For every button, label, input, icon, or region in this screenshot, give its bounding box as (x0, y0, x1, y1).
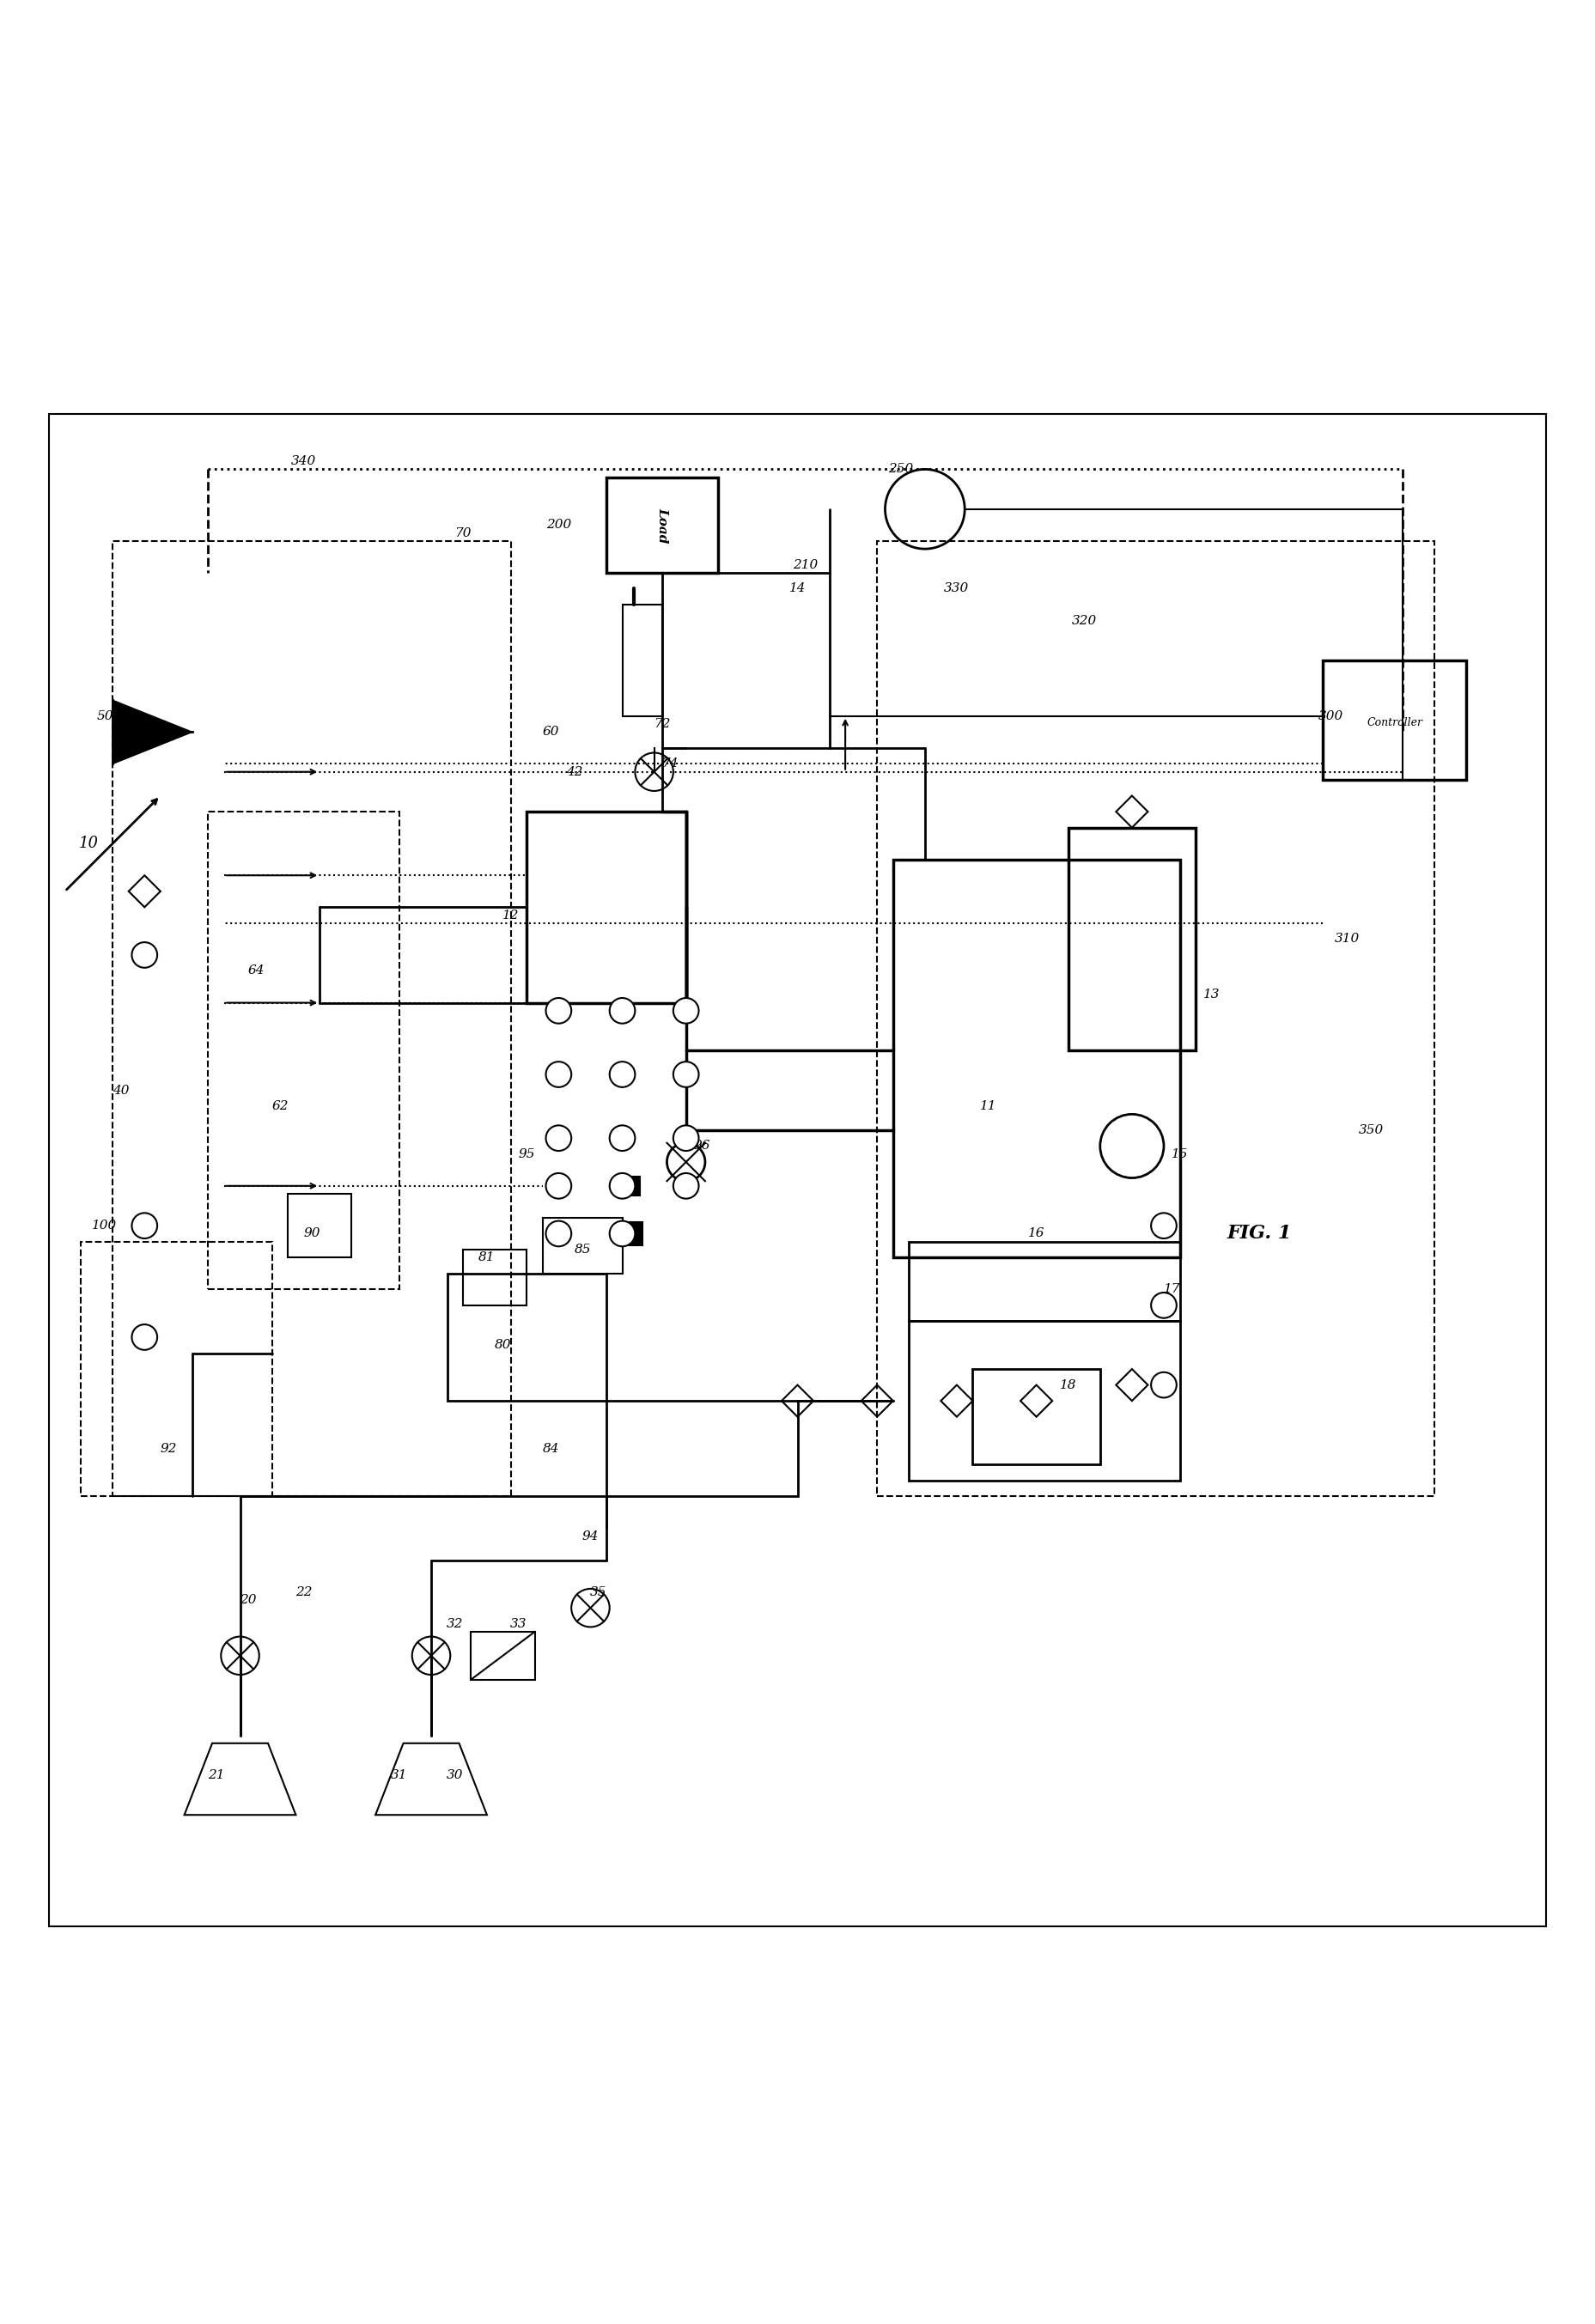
Circle shape (545, 997, 571, 1023)
Text: 64: 64 (247, 964, 265, 976)
Text: 15: 15 (1171, 1148, 1188, 1160)
Text: 21: 21 (207, 1769, 225, 1780)
Text: 35: 35 (590, 1585, 606, 1599)
Polygon shape (471, 1631, 534, 1680)
Text: 100: 100 (93, 1220, 118, 1232)
Polygon shape (113, 700, 193, 765)
Text: 11: 11 (981, 1099, 997, 1113)
Text: 62: 62 (271, 1099, 289, 1113)
Circle shape (673, 1125, 699, 1150)
Text: 70: 70 (455, 528, 472, 539)
Text: 31: 31 (391, 1769, 408, 1780)
Text: 16: 16 (1029, 1227, 1045, 1239)
Text: 22: 22 (295, 1585, 313, 1599)
Text: FIG. 1: FIG. 1 (1227, 1225, 1292, 1243)
Polygon shape (619, 1222, 643, 1246)
Circle shape (673, 1062, 699, 1088)
Text: 200: 200 (545, 518, 571, 530)
Text: 84: 84 (542, 1443, 558, 1455)
Text: Controller: Controller (1367, 716, 1423, 727)
Circle shape (1152, 1292, 1177, 1318)
Circle shape (545, 1125, 571, 1150)
Text: 32: 32 (447, 1618, 464, 1629)
Circle shape (545, 1174, 571, 1199)
Text: 250: 250 (888, 462, 914, 476)
Circle shape (1152, 1213, 1177, 1239)
Text: 33: 33 (510, 1618, 528, 1629)
Text: 30: 30 (447, 1769, 464, 1780)
Text: 210: 210 (793, 558, 818, 572)
Text: 12: 12 (502, 909, 520, 920)
Text: 94: 94 (582, 1529, 598, 1543)
Circle shape (132, 941, 158, 967)
Circle shape (673, 1174, 699, 1199)
Text: 42: 42 (566, 767, 582, 779)
Text: 13: 13 (1203, 988, 1220, 1002)
Text: 60: 60 (542, 725, 558, 739)
Text: 74: 74 (662, 758, 678, 769)
Text: 72: 72 (654, 718, 670, 730)
Circle shape (132, 1325, 158, 1350)
Text: 92: 92 (160, 1443, 177, 1455)
Text: 340: 340 (292, 456, 316, 467)
Text: Load: Load (656, 507, 668, 544)
Text: 300: 300 (1319, 711, 1343, 723)
Text: 17: 17 (1163, 1283, 1180, 1294)
Text: 330: 330 (944, 583, 970, 595)
Circle shape (1152, 1371, 1177, 1397)
Text: 310: 310 (1335, 932, 1359, 946)
Text: 95: 95 (518, 1148, 536, 1160)
Circle shape (545, 1062, 571, 1088)
Text: 85: 85 (574, 1243, 590, 1255)
Text: 80: 80 (494, 1339, 512, 1350)
Text: 81: 81 (478, 1253, 496, 1264)
Circle shape (132, 1213, 158, 1239)
Polygon shape (620, 1176, 640, 1195)
Text: 18: 18 (1059, 1378, 1077, 1392)
Text: 320: 320 (1072, 614, 1097, 627)
Circle shape (609, 1062, 635, 1088)
Circle shape (609, 1125, 635, 1150)
Text: 10: 10 (78, 837, 99, 851)
Circle shape (609, 997, 635, 1023)
Circle shape (545, 1220, 571, 1246)
Text: 50: 50 (96, 711, 113, 723)
Text: 14: 14 (790, 583, 805, 595)
Circle shape (673, 997, 699, 1023)
Text: 20: 20 (239, 1594, 257, 1606)
Text: 90: 90 (303, 1227, 321, 1239)
Circle shape (609, 1174, 635, 1199)
Text: 96: 96 (694, 1141, 710, 1153)
Text: 40: 40 (112, 1085, 129, 1097)
Circle shape (609, 1220, 635, 1246)
Text: 350: 350 (1359, 1125, 1383, 1136)
